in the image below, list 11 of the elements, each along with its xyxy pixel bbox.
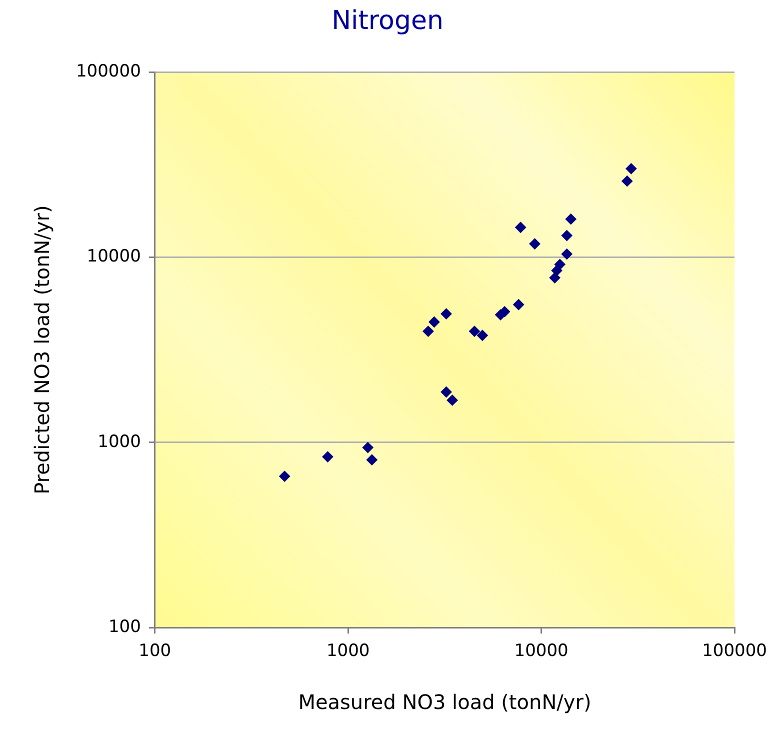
x-tick-label: 1000 xyxy=(326,641,370,662)
y-tick-label: 10000 xyxy=(86,246,141,267)
x-tick-label: 10000 xyxy=(514,641,568,662)
x-tick-label: 100000 xyxy=(702,641,768,662)
x-axis-title: Measured NO3 load (tonN/yr) xyxy=(298,690,592,714)
x-tick-label: 100 xyxy=(138,641,172,662)
y-tick-label: 100000 xyxy=(76,61,141,82)
y-axis-title: Predicted NO3 load (tonN/yr) xyxy=(30,205,54,494)
y-tick-label: 1000 xyxy=(98,432,141,452)
y-tick-label: 100 xyxy=(108,617,141,638)
chart-title: Nitrogen xyxy=(330,6,444,36)
